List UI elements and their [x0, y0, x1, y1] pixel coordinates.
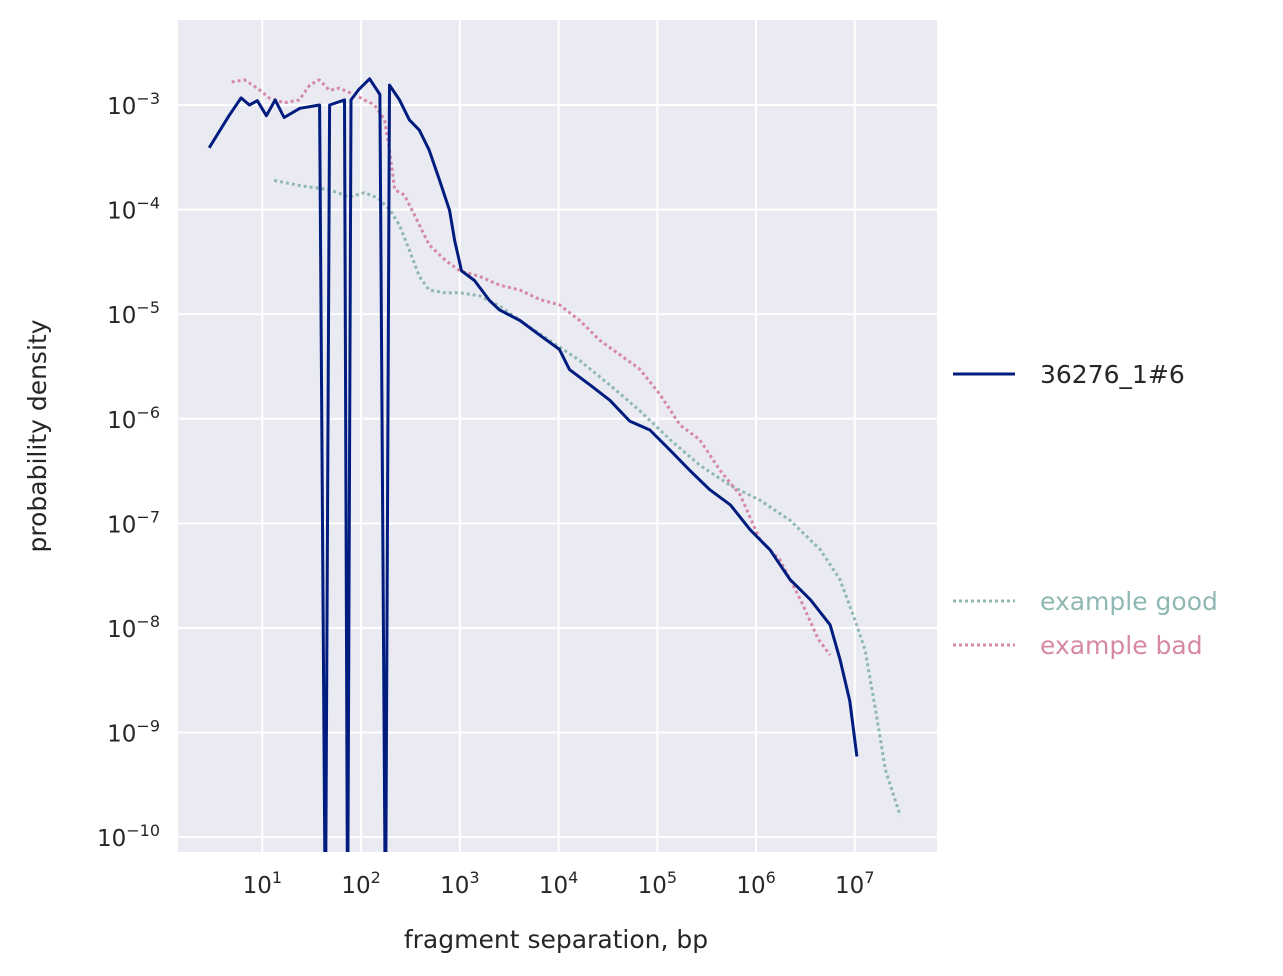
y-tick-label: 10−10 — [97, 821, 160, 852]
legend-label: 36276_1#6 — [1040, 360, 1185, 389]
x-tick-labels: 101 102 103 104 105 106 107 — [243, 868, 875, 899]
y-tick-label: 10−3 — [107, 89, 160, 120]
x-tick-label: 107 — [835, 868, 874, 899]
y-tick-labels: 10−3 10−4 10−5 10−6 10−7 10−8 10−9 10−10 — [97, 89, 160, 852]
y-tick-label: 10−4 — [107, 194, 160, 225]
x-tick-label: 105 — [638, 868, 677, 899]
x-tick-label: 101 — [243, 868, 282, 899]
series-line-example-bad — [231, 78, 832, 656]
y-tick-label: 10−6 — [107, 403, 160, 434]
plot-area — [178, 20, 937, 852]
series-line-36276-1-6 — [207, 77, 859, 852]
legend-label: example good — [1040, 587, 1218, 616]
x-tick-label: 102 — [341, 868, 380, 899]
x-tick-label: 103 — [440, 868, 479, 899]
x-tick-label: 104 — [539, 868, 578, 899]
y-tick-label: 10−7 — [107, 507, 160, 538]
legend-label: example bad — [1040, 631, 1203, 660]
y-axis-label: probability density — [23, 319, 52, 552]
y-tick-label: 10−8 — [107, 612, 160, 643]
x-tick-label: 106 — [736, 868, 775, 899]
series-lines — [207, 77, 902, 852]
y-tick-label: 10−5 — [107, 298, 160, 329]
x-axis-label: fragment separation, bp — [404, 925, 708, 954]
y-tick-label: 10−9 — [107, 716, 160, 747]
